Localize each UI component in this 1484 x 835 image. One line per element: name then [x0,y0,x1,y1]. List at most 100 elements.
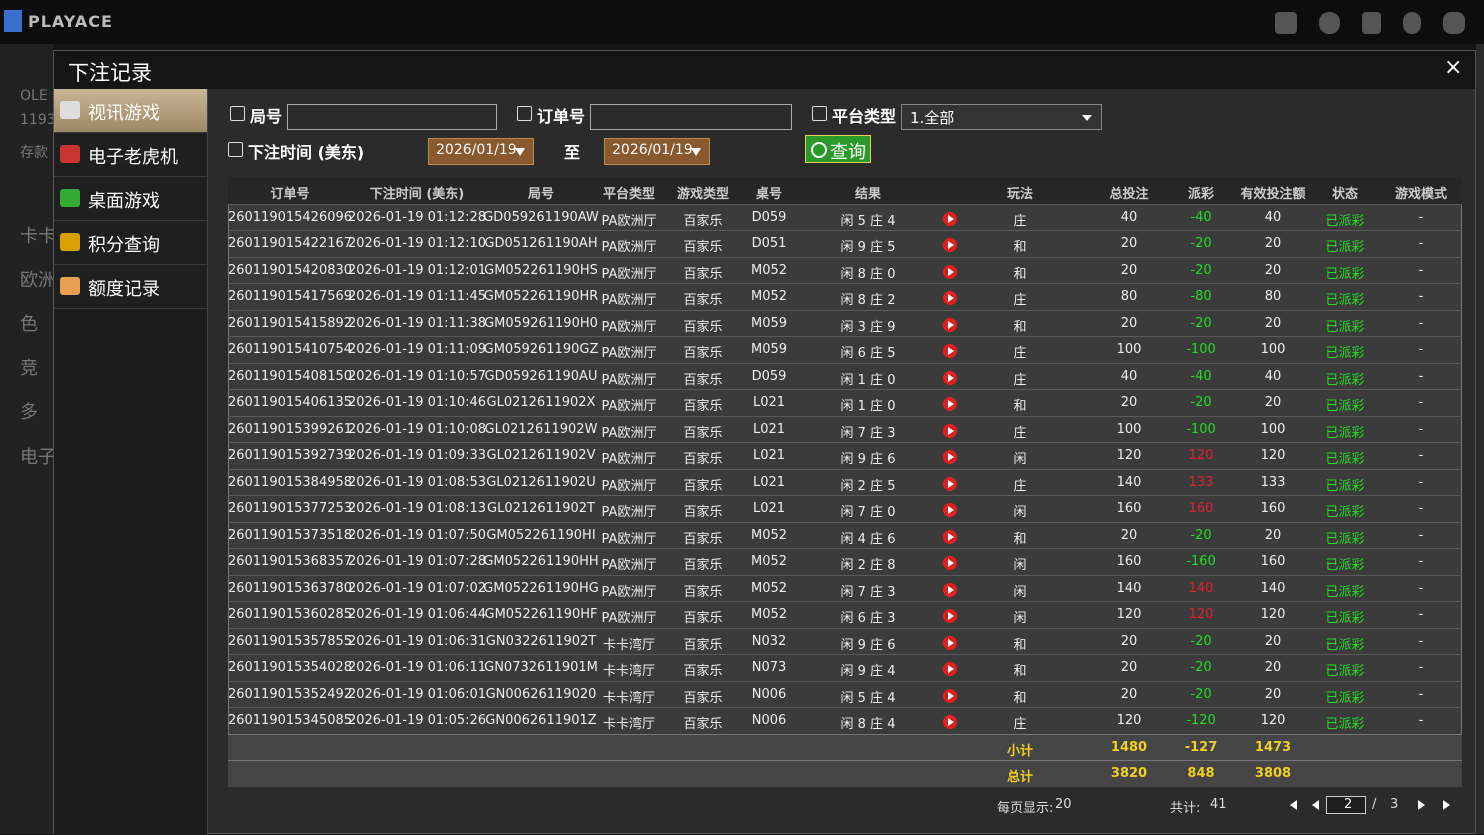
video-icon[interactable] [943,291,957,305]
settings-icon[interactable] [1402,12,1422,34]
menu-item[interactable]: 视讯游戏 [54,89,207,133]
next-page[interactable] [1418,800,1425,810]
table-cell: 20 [1120,395,1138,410]
date-picker[interactable]: 2026/01/19 [604,138,710,165]
message-icon[interactable] [1443,12,1465,34]
table-cell: -20 [1190,236,1212,251]
table-cell: 已派彩 [1325,584,1365,600]
table-cell: 160 [1188,501,1214,516]
menu-item[interactable]: 桌面游戏 [54,177,207,221]
table-cell: 260119015345085 [227,713,353,728]
table-cell: - [1418,421,1424,437]
video-icon[interactable] [943,688,957,703]
date-picker[interactable]: 2026/01/19 [428,138,534,165]
video-icon[interactable] [943,635,957,650]
video-icon[interactable] [943,211,957,226]
platform-select[interactable]: 1.全部 [901,104,1102,130]
table-cell: 已派彩 [1325,664,1365,679]
query-button[interactable]: 查询 [805,135,871,163]
first-page[interactable] [1290,800,1297,810]
table-cell: 260119015422167 [227,236,353,251]
video-icon[interactable] [943,423,957,438]
background-lobby: OLE 1193 存款 卡卡 欧洲色竞多电子 [0,44,56,834]
table-cell: 卡卡湾厅 [602,637,656,653]
row-line [228,203,1462,205]
table-cell: 闲 9 庄 5 [840,240,896,255]
table-cell: 260119015373518 [227,527,353,543]
page-number: 2 [1344,797,1353,812]
table-cell: 100 [1116,342,1142,357]
table-cell: 20 [1264,527,1282,543]
table-cell: 160 [1116,501,1142,516]
table-cell: 百家乐 [683,690,723,706]
video-icon[interactable] [943,662,957,676]
table-cell: 已派彩 [1325,558,1365,573]
last-page[interactable] [1443,800,1450,810]
column-header: 游戏类型 [676,187,730,202]
filter-icon [517,106,532,121]
vip-icon[interactable] [1275,12,1297,34]
menu-item[interactable]: 额度记录 [54,265,207,309]
page-input[interactable]: 2 [1326,796,1366,814]
video-icon[interactable] [943,450,957,464]
chat-icon[interactable] [1318,12,1341,34]
summary-row [228,760,1462,787]
summary-value: 3808 [1254,766,1292,781]
play-triangle [948,453,954,461]
table-cell: 已派彩 [1325,690,1365,706]
video-icon[interactable] [943,715,957,729]
table-cell: -20 [1190,395,1212,410]
play-triangle [948,559,954,567]
table-cell: -20 [1190,262,1212,278]
video-icon[interactable] [943,370,957,385]
table-cell: 闲 [1013,611,1027,626]
table-cell: PA欧洲厅 [601,505,657,520]
table-cell: PA欧洲厅 [601,558,657,573]
table-cell: 260119015368357 [227,554,353,569]
table-cell: 260119015384958 [227,474,353,490]
menu-item[interactable]: 积分查询 [54,221,207,265]
order-input[interactable] [590,104,792,130]
table-cell: 百家乐 [683,372,723,388]
table-cell: PA欧洲厅 [601,478,657,494]
play-triangle [948,691,954,700]
video-icon[interactable] [943,503,957,517]
music-icon[interactable] [1362,12,1381,34]
table-cell: -100 [1186,421,1216,437]
video-icon[interactable] [943,582,957,597]
video-icon[interactable] [943,609,957,623]
video-icon[interactable] [943,344,957,358]
menu-item[interactable]: 电子老虎机 [54,133,207,177]
table-cell: 闲 [1013,452,1027,467]
filter-label: 平台类型 [832,107,897,126]
video-icon[interactable] [943,476,957,491]
table-cell: 2026-01-19 01:07:50 [347,527,487,543]
close-button[interactable]: × [1444,55,1463,80]
video-icon[interactable] [943,397,957,411]
table-cell: L021 [752,395,786,410]
video-icon[interactable] [943,317,957,332]
table-cell: - [1418,209,1424,225]
column-header: 玩法 [1006,187,1034,202]
video-icon[interactable] [943,238,957,252]
table-cell: 20 [1120,686,1138,702]
table-cell: D051 [751,236,787,251]
table-cell: 百家乐 [683,452,723,467]
table-cell: D059 [751,368,787,384]
round-input[interactable] [287,104,497,130]
table-cell: 260119015399261 [227,421,353,437]
table-cell: 庄 [1013,425,1027,441]
row-line [228,654,1462,655]
table-cell: 庄 [1013,478,1027,494]
video-icon[interactable] [943,529,957,544]
table-cell: 2026-01-19 01:05:26 [347,713,487,728]
table-cell: PA欧洲厅 [601,319,657,335]
video-icon[interactable] [943,556,957,570]
video-icon[interactable] [943,264,957,279]
table-cell: 260119015352492 [227,686,353,702]
prev-page[interactable] [1312,800,1319,810]
background-text: 1193 [20,112,56,128]
background-text: 竞 [20,358,38,379]
play-triangle [948,612,954,620]
